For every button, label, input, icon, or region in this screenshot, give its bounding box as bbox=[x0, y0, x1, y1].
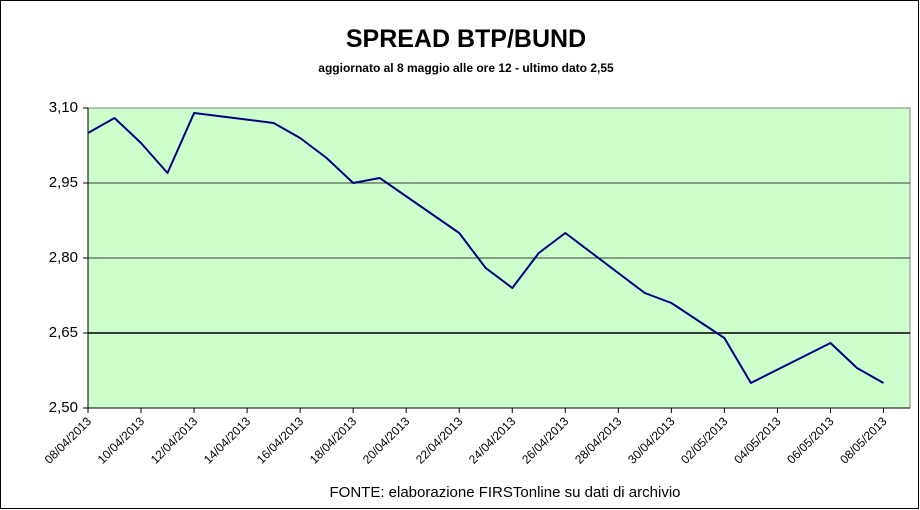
y-tick-label: 2,80 bbox=[49, 249, 78, 266]
chart-subtitle: aggiornato al 8 maggio alle ore 12 - ult… bbox=[318, 61, 614, 75]
y-tick-label: 3,10 bbox=[49, 99, 78, 116]
y-tick-label: 2,50 bbox=[49, 399, 78, 416]
y-tick-label: 2,65 bbox=[49, 324, 78, 341]
y-tick-label: 2,95 bbox=[49, 174, 78, 191]
chart-title: SPREAD BTP/BUND bbox=[346, 25, 586, 53]
data-line bbox=[87, 112, 884, 384]
source-note: FONTE: elaborazione FIRSTonline su dati … bbox=[330, 484, 681, 501]
